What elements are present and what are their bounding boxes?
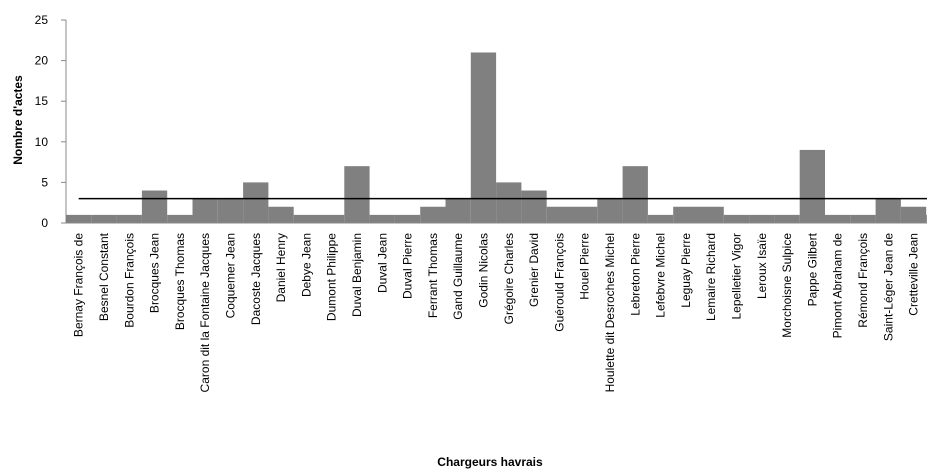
bar xyxy=(647,214,674,223)
bar xyxy=(167,214,193,223)
x-tick-label: Morchoisne Sulpice xyxy=(780,233,794,338)
bar xyxy=(900,206,927,223)
y-tick-label: 15 xyxy=(35,94,49,108)
x-tick-label: Coquemer Jean xyxy=(223,233,237,318)
bar xyxy=(799,149,825,223)
bar xyxy=(572,206,598,223)
bar xyxy=(521,190,547,223)
bar xyxy=(116,214,142,223)
y-axis-title: Nombre d'actes xyxy=(11,75,25,165)
bar xyxy=(369,214,395,223)
bar xyxy=(293,214,319,223)
x-tick-label: Dumont Philippe xyxy=(325,233,339,321)
x-tick-label: Duval Jean xyxy=(375,233,389,293)
x-tick-label: Grenier David xyxy=(527,233,541,307)
x-tick-label: Saint-Léger Jean de xyxy=(881,233,895,341)
bar xyxy=(394,214,421,223)
x-axis-title: Chargeurs havrais xyxy=(437,455,543,469)
y-tick-label: 25 xyxy=(35,13,49,27)
bar xyxy=(673,206,699,223)
bar xyxy=(91,214,117,223)
bar xyxy=(850,214,876,223)
x-tick-label: Guérould François xyxy=(552,233,566,332)
bar xyxy=(622,166,648,223)
bar xyxy=(546,206,572,223)
bar xyxy=(344,166,370,223)
x-tick-label: Bourdon François xyxy=(122,233,136,328)
x-tick-label: Lefebvre Michel xyxy=(654,233,668,318)
x-tick-label: Leguay Pierre xyxy=(679,233,693,308)
x-tick-label: Cretteville Jean xyxy=(907,233,921,316)
x-tick-label: Ferrant Thomas xyxy=(426,233,440,318)
bar xyxy=(723,214,750,223)
bar xyxy=(875,198,901,223)
x-tick-label: Duval Benjamin xyxy=(350,233,364,317)
x-tick-label: Daniel Henry xyxy=(274,233,288,302)
x-tick-label: Rémond François xyxy=(856,233,870,328)
bar xyxy=(698,206,724,223)
bar xyxy=(749,214,775,223)
bar xyxy=(420,206,446,223)
x-tick-label: Duval Pierre xyxy=(401,233,415,299)
x-tick-label: Lepelletier Vigor xyxy=(729,233,743,320)
bar xyxy=(268,206,294,223)
x-tick-label: Grégoire Charles xyxy=(502,233,516,324)
x-tick-label: Godin Nicolas xyxy=(476,233,490,308)
bar xyxy=(597,198,623,223)
x-tick-label: Brocques Jean xyxy=(148,233,162,313)
x-tick-label: Dacoste Jacques xyxy=(249,233,263,325)
bar xyxy=(141,190,168,223)
bar xyxy=(774,214,800,223)
x-tick-label: Gand Guillaume xyxy=(451,233,465,320)
y-tick-label: 0 xyxy=(41,216,48,230)
bar xyxy=(445,198,471,223)
bar xyxy=(470,52,497,224)
y-tick-label: 10 xyxy=(35,135,49,149)
x-tick-label: Houel Pierre xyxy=(578,233,592,300)
bar xyxy=(243,182,269,223)
bar xyxy=(496,182,522,223)
x-tick-label: Brocques Thomas xyxy=(173,233,187,330)
x-tick-label: Besnel Constant xyxy=(97,232,111,321)
x-tick-label: Lemaire Richard xyxy=(704,233,718,321)
bar xyxy=(192,198,218,223)
x-tick-label: Caron dit la Fontaine Jacques xyxy=(198,233,212,392)
bar xyxy=(66,214,92,223)
x-tick-label: Bernay François de xyxy=(72,233,86,337)
bar xyxy=(319,214,345,223)
x-tick-label: Lebreton Pierre xyxy=(628,233,642,316)
y-tick-label: 5 xyxy=(41,175,48,189)
x-tick-label: Pimont Abraham de xyxy=(831,233,845,339)
x-tick-label: Pappe Gilbert xyxy=(805,232,819,306)
bar xyxy=(217,198,244,223)
x-tick-label: Debye Jean xyxy=(299,233,313,297)
x-tick-label: Leroux Isaïe xyxy=(755,233,769,299)
x-tick-label: Houlette dit Desroches Michel xyxy=(603,233,617,392)
y-tick-label: 20 xyxy=(35,54,49,68)
bar xyxy=(825,214,851,223)
